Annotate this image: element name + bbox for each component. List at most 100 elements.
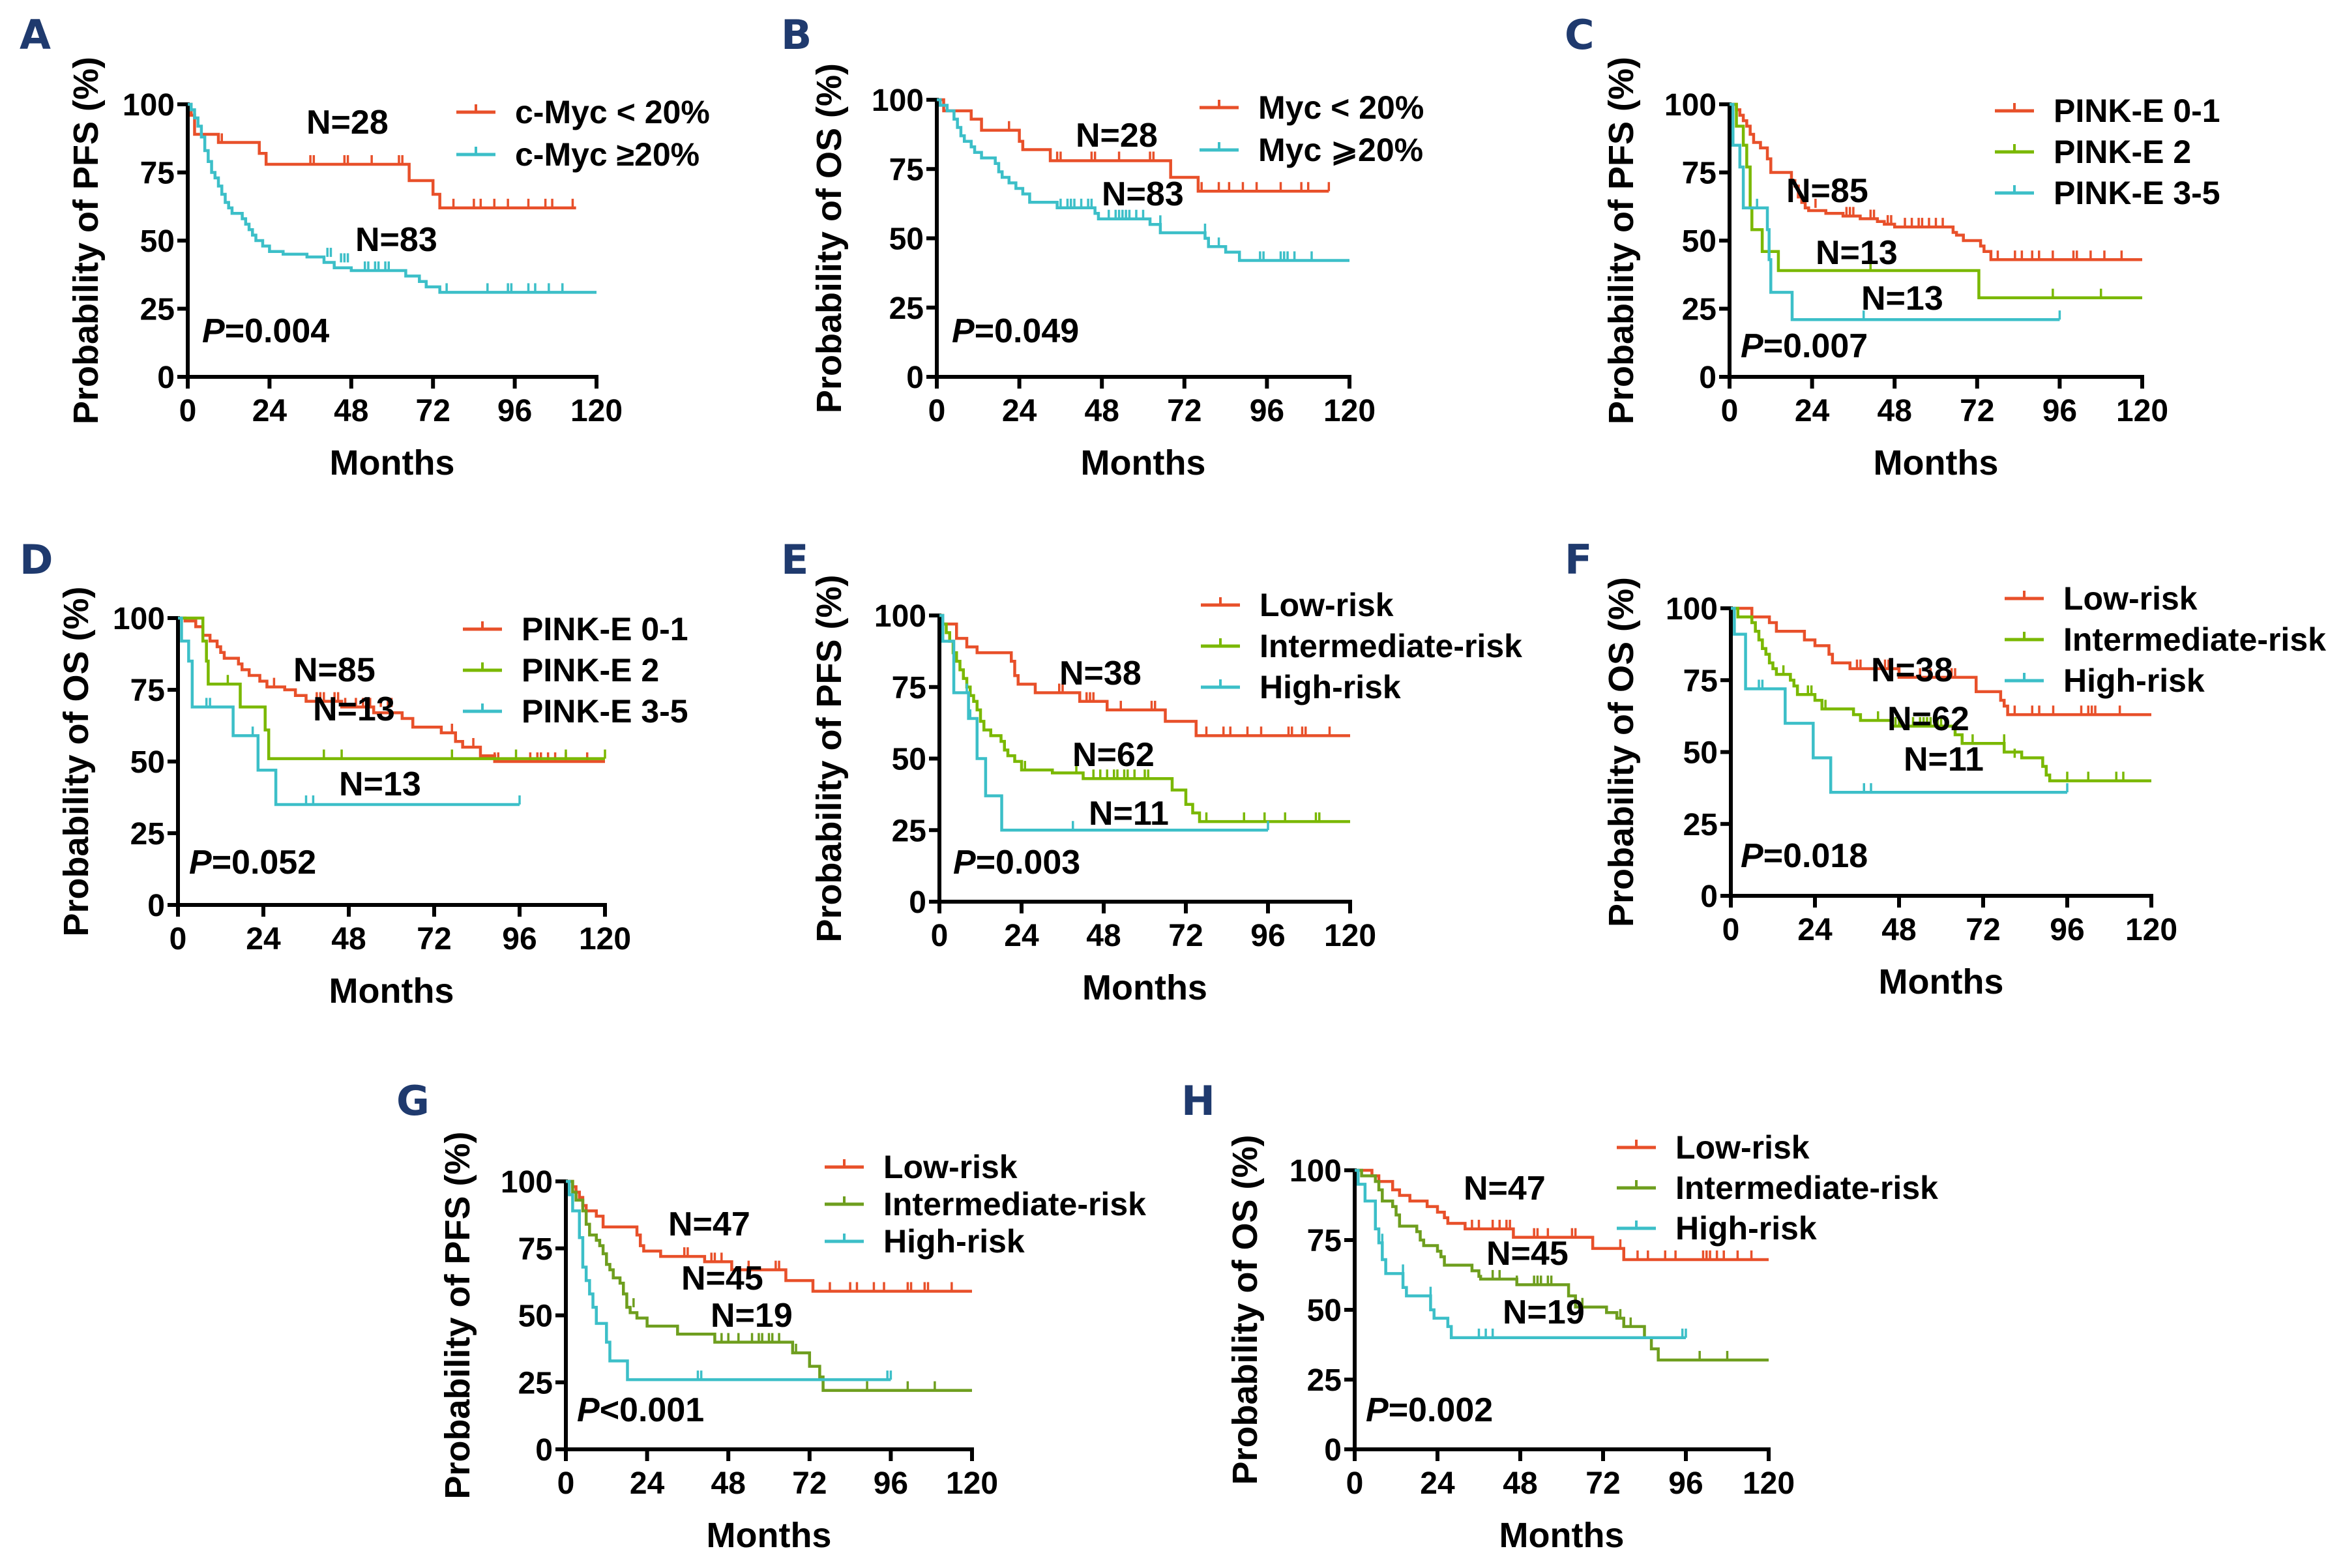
y-tick-label: 0 (147, 889, 165, 923)
p-value: P=0.018 (1741, 837, 1868, 875)
n-label: N=85 (293, 651, 376, 689)
x-tick-label: 24 (630, 1466, 665, 1501)
x-tick-label: 48 (334, 394, 368, 428)
legend-label: Low-risk (2063, 580, 2198, 617)
x-tick-label: 0 (557, 1466, 575, 1501)
y-axis-title: Probability of PFS (%) (1602, 57, 1641, 424)
x-tick-label: 48 (1086, 919, 1121, 953)
x-axis-title: Months (329, 971, 454, 1011)
km-series-red (939, 614, 1350, 737)
x-tick-label: 120 (579, 922, 631, 956)
km-curve (178, 616, 605, 763)
km-series-teal (178, 616, 521, 806)
y-tick-label: 75 (892, 671, 926, 705)
n-label: N=38 (1871, 651, 1953, 689)
panel-label: A (20, 11, 51, 59)
km-series-teal (939, 614, 1269, 832)
km-series-teal (566, 1179, 892, 1382)
x-tick-label: 48 (1881, 913, 1916, 947)
x-tick-label: 96 (1668, 1466, 1703, 1501)
legend-item: Myc ⩾20% (1200, 132, 1423, 168)
legend-label: Low-risk (1675, 1129, 1810, 1166)
n-label: N=47 (1464, 1170, 1546, 1207)
km-series-red (1731, 606, 2151, 717)
p-value-symbol: P (189, 844, 212, 881)
legend-item: Intermediate-risk (825, 1186, 1146, 1222)
y-tick-label: 75 (140, 156, 175, 191)
n-label: N=62 (1887, 700, 1969, 738)
n-label: N=62 (1072, 736, 1155, 774)
n-label: N=11 (1904, 741, 1984, 778)
x-tick-label: 0 (179, 394, 197, 428)
legend-label: PINK-E 3-5 (2054, 175, 2220, 211)
legend-label: Myc < 20% (1258, 89, 1424, 126)
panel-label: B (781, 11, 812, 59)
legend-item: PINK-E 3-5 (463, 693, 688, 730)
y-tick-label: 25 (1307, 1363, 1342, 1398)
legend-item: Intermediate-risk (1617, 1170, 1938, 1206)
x-tick-label: 96 (1250, 394, 1284, 428)
legend-label: c-Myc ≥20% (515, 136, 700, 173)
x-tick-label: 72 (416, 394, 450, 428)
y-tick-label: 50 (1683, 736, 1718, 771)
km-curve (939, 614, 1268, 832)
x-tick-label: 120 (570, 394, 623, 428)
x-axis-title: Months (1499, 1516, 1625, 1555)
legend-item: Low-risk (1617, 1129, 1810, 1166)
km-curve (178, 616, 520, 806)
y-tick-label: 50 (892, 743, 926, 777)
x-tick-label: 72 (1585, 1466, 1620, 1501)
p-value-number: <0.001 (600, 1391, 705, 1429)
x-tick-label: 24 (1002, 394, 1037, 428)
p-value-symbol: P (952, 312, 975, 350)
km-curve (188, 102, 597, 294)
p-value-number: =0.003 (976, 844, 1081, 881)
legend-item: PINK-E 2 (463, 652, 659, 688)
x-tick-label: 24 (246, 922, 281, 956)
p-value-symbol: P (1741, 837, 1763, 875)
x-tick-label: 24 (252, 394, 287, 428)
y-tick-label: 0 (1700, 880, 1718, 914)
y-axis-title: Probability of OS (%) (810, 63, 849, 413)
legend-label: PINK-E 0-1 (522, 611, 688, 647)
legend-item: Low-risk (1201, 587, 1394, 623)
p-value: P=0.007 (1741, 327, 1868, 365)
p-value-symbol: P (1741, 327, 1763, 365)
km-curve (566, 1179, 972, 1293)
km-curve (1731, 606, 2151, 717)
panel-a: A Probability of PFS (%) Months 0 25 50 75 100 0… (20, 11, 710, 482)
y-tick-label: 25 (1683, 808, 1718, 842)
legend-item: c-Myc < 20% (456, 94, 710, 130)
p-value-number: =0.049 (975, 312, 1080, 350)
km-curve (1730, 102, 2142, 261)
y-tick-label: 75 (1683, 664, 1718, 698)
p-value-symbol: P (953, 844, 976, 881)
y-tick-label: 50 (130, 745, 165, 780)
y-tick-label: 100 (501, 1165, 553, 1200)
km-curve (566, 1179, 891, 1382)
legend-label: PINK-E 2 (522, 652, 659, 688)
y-tick-label: 50 (518, 1299, 553, 1334)
y-tick-label: 0 (157, 361, 175, 395)
km-series-teal (937, 98, 1349, 262)
x-tick-label: 96 (2050, 913, 2084, 947)
n-label: N=47 (668, 1206, 750, 1243)
x-tick-label: 96 (502, 922, 537, 956)
x-tick-label: 120 (2125, 913, 2177, 947)
y-axis-title: Probability of PFS (%) (66, 57, 106, 424)
y-tick-label: 50 (889, 222, 924, 257)
n-label: N=19 (1503, 1294, 1585, 1331)
y-tick-label: 25 (892, 814, 926, 848)
y-tick-label: 100 (872, 83, 924, 118)
y-tick-label: 100 (1666, 592, 1718, 627)
y-tick-label: 0 (909, 885, 926, 920)
y-tick-label: 100 (874, 599, 926, 634)
y-tick-label: 25 (1682, 293, 1717, 327)
km-series-red (937, 98, 1331, 193)
legend-item: High-risk (825, 1223, 1025, 1260)
p-value: P=0.052 (189, 844, 316, 881)
panel-label: H (1181, 1077, 1215, 1125)
